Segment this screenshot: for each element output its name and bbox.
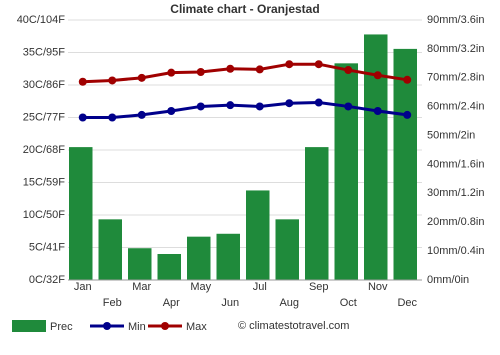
- x-tick-label: Dec: [397, 297, 417, 309]
- x-tick-label: Aug: [279, 297, 299, 309]
- y2-tick-label: 30mm/1.2in: [427, 187, 484, 199]
- point: [137, 110, 146, 119]
- bar: [216, 233, 240, 280]
- y2-tick-label: 80mm/3.2in: [427, 43, 484, 55]
- point: [226, 64, 235, 73]
- y2-tick-label: 0mm/0in: [427, 274, 469, 286]
- point: [285, 99, 294, 108]
- point: [108, 113, 117, 122]
- y2-tick-label: 50mm/2in: [427, 129, 475, 141]
- y-tick-label: 30C/86F: [23, 79, 65, 91]
- x-tick-label: Apr: [163, 297, 180, 309]
- bar: [364, 34, 388, 280]
- y2-tick-label: 60mm/2.4in: [427, 101, 484, 113]
- bar: [393, 48, 417, 281]
- y-tick-label: 5C/41F: [29, 241, 65, 253]
- y-tick-label: 0C/32F: [29, 274, 65, 286]
- legend-swatch: [103, 322, 111, 330]
- line: [82, 101, 408, 119]
- credit: © climatestotravel.com: [238, 320, 349, 332]
- legend-label: Prec: [50, 321, 73, 333]
- point: [108, 76, 117, 85]
- point: [137, 73, 146, 82]
- x-tick-label: Mar: [132, 281, 151, 293]
- point: [78, 113, 87, 122]
- point: [403, 75, 412, 84]
- chart-title: Climate chart - Oranjestad: [170, 2, 319, 16]
- point: [373, 71, 382, 80]
- point: [226, 101, 235, 110]
- point: [373, 107, 382, 115]
- legend-swatch: [12, 320, 46, 332]
- bar: [187, 236, 211, 280]
- y-tick-label: 40C/104F: [17, 14, 66, 26]
- x-tick-label: Oct: [340, 297, 357, 309]
- bar: [334, 63, 358, 281]
- bar: [157, 254, 181, 280]
- y-tick-label: 35C/95F: [23, 46, 65, 58]
- y-tick-label: 25C/77F: [23, 111, 65, 123]
- x-tick-label: Jul: [253, 281, 267, 293]
- bar: [69, 147, 93, 280]
- point: [344, 102, 353, 111]
- point: [403, 110, 412, 119]
- legend-label: Min: [128, 321, 146, 333]
- y-tick-label: 15C/59F: [23, 176, 65, 188]
- y2-tick-label: 20mm/0.8in: [427, 216, 484, 228]
- y-tick-label: 20C/68F: [23, 144, 65, 156]
- bar: [128, 248, 152, 280]
- bar: [246, 190, 270, 280]
- point: [255, 102, 264, 111]
- bar: [305, 147, 329, 280]
- point: [196, 102, 205, 111]
- y2-tick-label: 70mm/2.8in: [427, 72, 484, 84]
- x-tick-label: Sep: [309, 281, 329, 293]
- x-tick-label: Jun: [221, 297, 239, 309]
- line: [82, 62, 408, 84]
- point: [344, 66, 353, 75]
- legend-label: Max: [186, 321, 207, 333]
- point: [167, 107, 176, 115]
- legend-swatch: [161, 322, 169, 330]
- x-tick-label: Jan: [74, 281, 92, 293]
- bar: [275, 219, 299, 280]
- point: [196, 68, 205, 76]
- point: [314, 60, 323, 69]
- y2-tick-label: 40mm/1.6in: [427, 158, 484, 170]
- point: [285, 60, 294, 69]
- bar: [98, 219, 122, 280]
- x-tick-label: Feb: [103, 297, 122, 309]
- point: [78, 77, 87, 86]
- point: [314, 98, 323, 107]
- y2-tick-label: 10mm/0.4in: [427, 245, 484, 257]
- x-tick-label: Nov: [368, 281, 388, 293]
- point: [167, 68, 176, 77]
- x-tick-label: May: [190, 281, 211, 293]
- y2-tick-label: 90mm/3.6in: [427, 14, 484, 26]
- point: [255, 65, 264, 74]
- y-tick-label: 10C/50F: [23, 209, 65, 221]
